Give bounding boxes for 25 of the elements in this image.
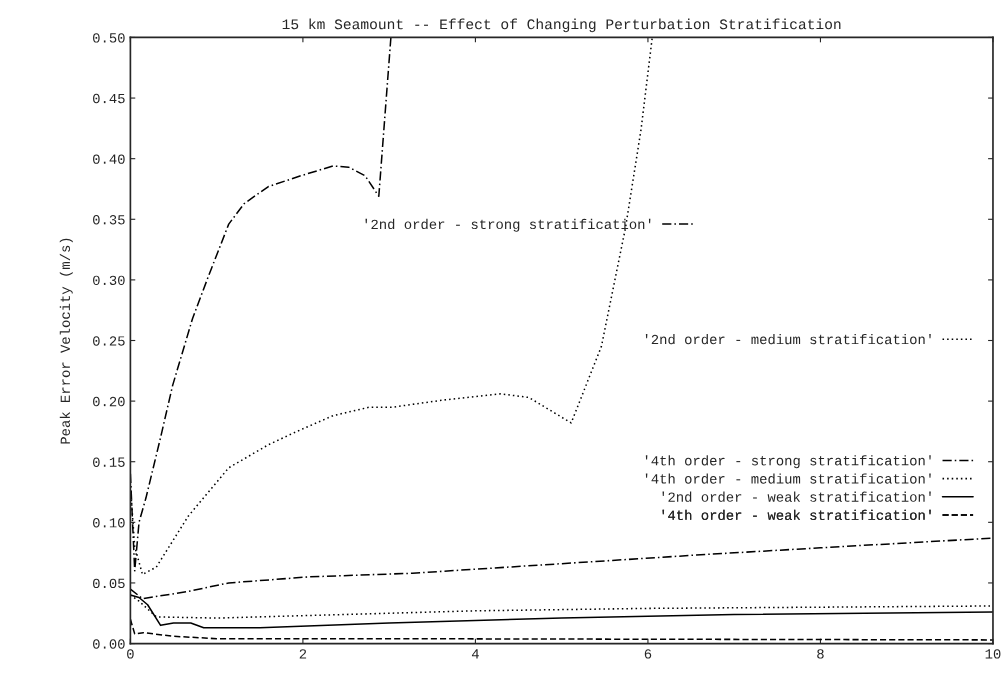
y-tick-label: 0.45 xyxy=(93,93,125,104)
y-tick-label: 0.25 xyxy=(93,336,125,346)
y-tick-label: 0.15 xyxy=(93,457,125,467)
legend-label: '2nd order - medium stratification' xyxy=(645,334,931,345)
y-tick-label: 0.30 xyxy=(93,275,125,286)
x-tick-label: 2 xyxy=(299,649,307,659)
y-tick-label: 0.35 xyxy=(93,215,125,225)
legend-label: '2nd order - strong stratification' xyxy=(365,218,651,232)
chart-title: 15 km Seamount -- Effect of Changing Perturbation Stratification xyxy=(282,18,841,33)
x-tick-label: 10 xyxy=(985,649,1001,659)
x-tick-label: 0 xyxy=(127,649,134,659)
y-tick-label: 0.00 xyxy=(93,639,125,649)
y-tick-label: 0.20 xyxy=(93,396,125,407)
x-tick-label: 8 xyxy=(817,649,824,659)
y-tick-label: 0.05 xyxy=(93,578,125,589)
legend-label: '4th order - weak stratification' xyxy=(662,509,931,521)
legend-label: '2nd order - weak stratification' xyxy=(662,491,931,502)
y-tick-label: 0.10 xyxy=(93,518,125,528)
x-tick-label: 4 xyxy=(471,649,479,659)
x-tick-label: 6 xyxy=(644,649,652,659)
y-tick-label: 0.50 xyxy=(93,33,125,43)
y-axis-title: Peak Error Velocity (m/s) xyxy=(59,238,73,444)
legend-label: '4th order - medium stratification' xyxy=(645,473,931,484)
y-tick-label: 0.40 xyxy=(93,154,125,164)
legend-label: '4th order - strong stratification' xyxy=(645,455,931,469)
